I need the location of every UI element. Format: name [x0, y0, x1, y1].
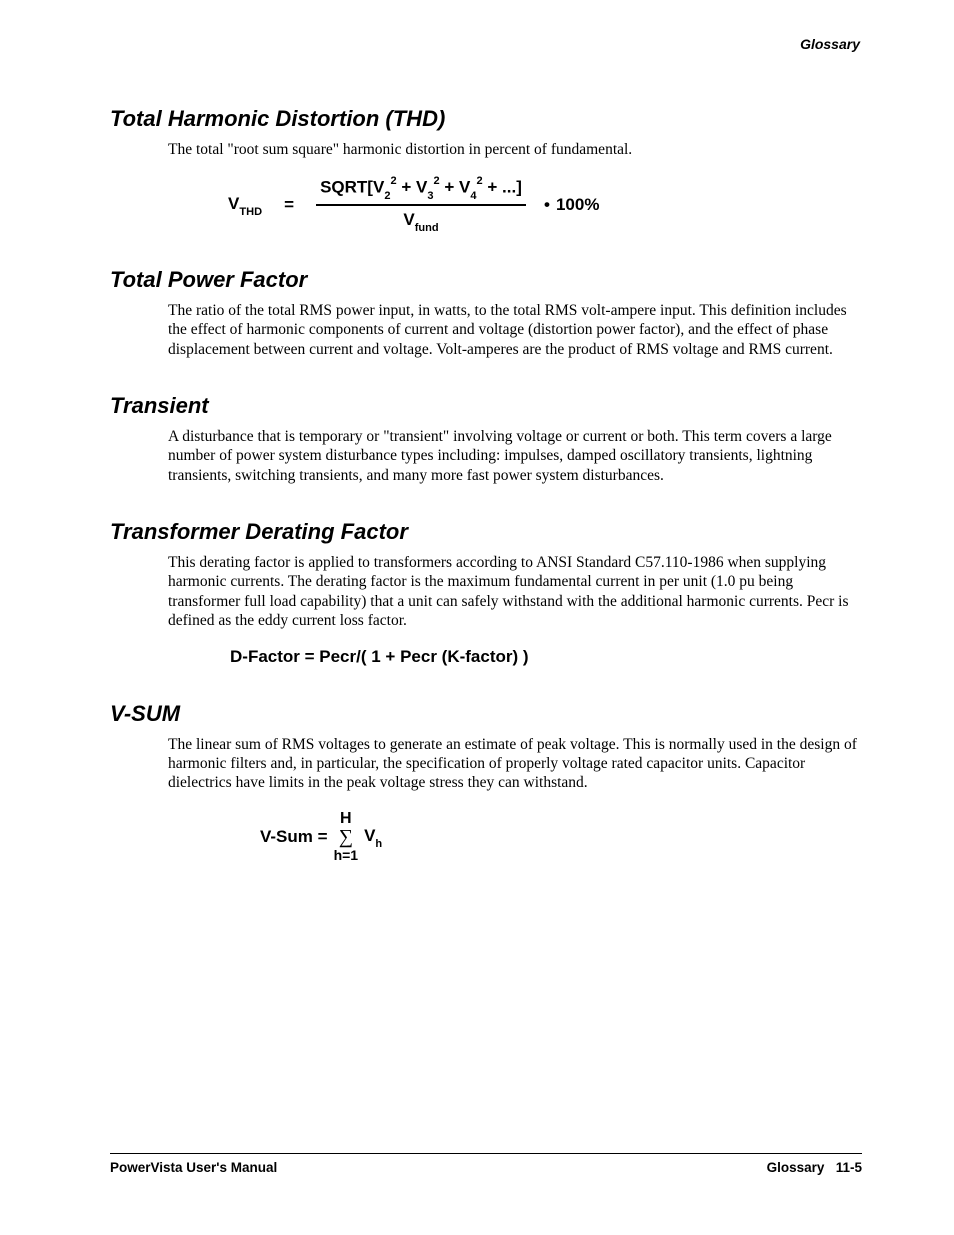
heading-vsum: V-SUM — [110, 701, 862, 727]
formula-thd-lhs: VTHD — [228, 194, 262, 216]
page: Glossary Total Harmonic Distortion (THD)… — [0, 0, 954, 1235]
page-footer: PowerVista User's Manual Glossary 11-5 — [110, 1153, 862, 1175]
bullet-icon: • — [544, 195, 550, 215]
subscript: 4 — [470, 190, 476, 202]
heading-thd: Total Harmonic Distortion (THD) — [110, 106, 862, 132]
heading-transient: Transient — [110, 393, 862, 419]
formula-thd-tail: 100% — [556, 195, 599, 215]
heading-tdf: Transformer Derating Factor — [110, 519, 862, 545]
formula-thd-fraction: SQRT[V22 + V32 + V42 + ...] Vfund — [316, 177, 526, 232]
section-thd: Total Harmonic Distortion (THD) The tota… — [110, 106, 862, 233]
formula-vsum: V-Sum = H ∑ h=1 Vh — [110, 811, 862, 863]
sigma-block: H ∑ h=1 — [334, 811, 359, 863]
equals-sign: = — [284, 195, 294, 215]
footer-rule — [110, 1153, 862, 1154]
page-header-section: Glossary — [110, 36, 862, 52]
fraction-numerator: SQRT[V22 + V32 + V42 + ...] — [316, 177, 526, 202]
superscript: 2 — [390, 175, 396, 187]
superscript: 2 — [434, 175, 440, 187]
formula-vsum-rhs: Vh — [364, 826, 382, 848]
sigma-lower: h=1 — [334, 848, 359, 863]
body-tpf: The ratio of the total RMS power input, … — [110, 301, 862, 359]
superscript: 2 — [477, 175, 483, 187]
section-tdf: Transformer Derating Factor This deratin… — [110, 519, 862, 667]
text: + V — [440, 178, 471, 197]
text: SQRT[V — [320, 178, 384, 197]
sigma-icon: ∑ — [339, 827, 353, 848]
section-transient: Transient A disturbance that is temporar… — [110, 393, 862, 485]
footer-right: Glossary 11-5 — [767, 1160, 862, 1175]
body-thd: The total "root sum square" harmonic dis… — [110, 140, 862, 159]
text: + ...] — [483, 178, 522, 197]
fraction-bar — [316, 204, 526, 206]
subscript: h — [375, 838, 382, 850]
text: V — [364, 826, 375, 845]
body-transient: A disturbance that is temporary or "tran… — [110, 427, 862, 485]
fraction-denominator: Vfund — [403, 208, 438, 232]
footer-left: PowerVista User's Manual — [110, 1160, 277, 1175]
subscript: THD — [239, 206, 262, 218]
footer-right-label: Glossary — [767, 1160, 825, 1175]
sigma-upper: H — [340, 811, 352, 828]
body-vsum: The linear sum of RMS voltages to genera… — [110, 735, 862, 793]
body-tdf: This derating factor is applied to trans… — [110, 553, 862, 631]
formula-dfactor: D-Factor = Pecr/( 1 + Pecr (K-factor) ) — [110, 647, 862, 667]
formula-vsum-lhs: V-Sum = — [260, 827, 328, 847]
text: V — [228, 194, 239, 213]
formula-thd: VTHD = SQRT[V22 + V32 + V42 + ...] Vfund… — [110, 177, 862, 232]
section-tpf: Total Power Factor The ratio of the tota… — [110, 267, 862, 359]
footer-page-number: 11-5 — [836, 1160, 862, 1175]
subscript: fund — [415, 222, 439, 234]
text: V — [403, 210, 414, 229]
section-vsum: V-SUM The linear sum of RMS voltages to … — [110, 701, 862, 864]
subscript: 3 — [427, 190, 433, 202]
subscript: 2 — [384, 190, 390, 202]
heading-tpf: Total Power Factor — [110, 267, 862, 293]
text: + V — [397, 178, 428, 197]
